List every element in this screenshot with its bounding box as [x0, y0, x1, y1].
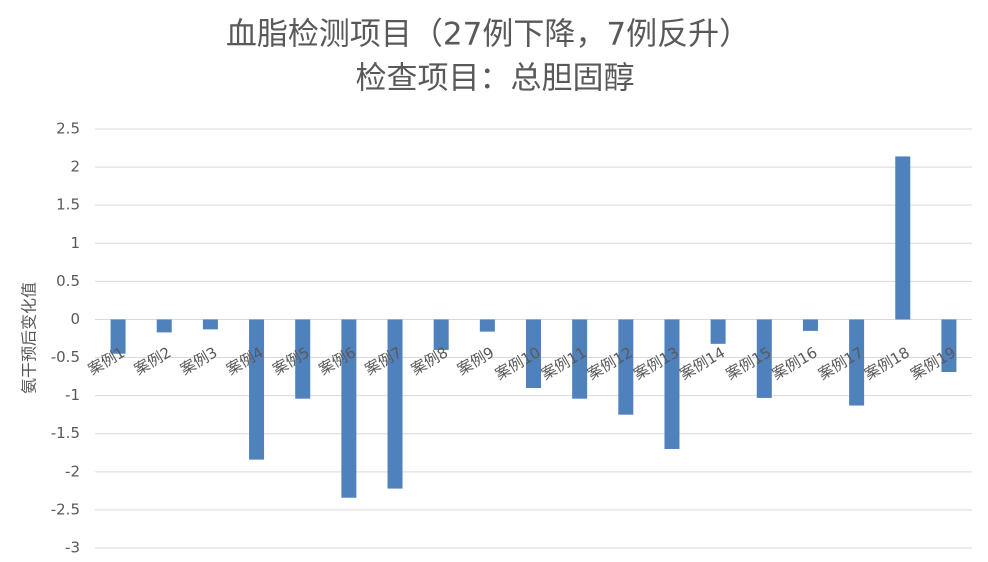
- x-tick-label: 案例3: [177, 343, 220, 378]
- y-tick-label: -2: [65, 462, 80, 480]
- x-tick-label: 案例16: [769, 343, 821, 383]
- bar: [295, 319, 311, 399]
- grid: -3 -2.5 -2 -1.5 -1 -0.5 0 0.5 1 1.5 2 2.5: [51, 120, 972, 557]
- y-tick-label: -1.5: [51, 424, 80, 442]
- bar: [202, 319, 218, 330]
- y-tick-label: 1.5: [56, 196, 80, 214]
- y-tick-label: 0.5: [56, 272, 80, 290]
- y-tick-label: -3: [65, 539, 80, 557]
- x-tick-label: 案例9: [454, 343, 497, 378]
- chart-subtitle: 检查项目：总胆固醇: [356, 61, 635, 97]
- y-tick-label: 0: [70, 310, 80, 328]
- y-tick-label: -1: [65, 386, 80, 404]
- y-tick-label: -2.5: [51, 500, 80, 518]
- bar: [710, 319, 726, 344]
- y-tick-label: 1: [70, 234, 80, 252]
- labels: 案例1 案例2 案例3 案例4 案例5 案例6 案例7 案例8 案例9案例10案例11案例12案…: [85, 343, 959, 383]
- bar: [618, 319, 634, 415]
- bar: [387, 319, 403, 489]
- x-tick-label: 案例8: [408, 343, 451, 378]
- x-tick-label: 案例1: [85, 343, 128, 378]
- bar: [156, 319, 172, 333]
- bar: [249, 319, 265, 460]
- bar: [756, 319, 772, 398]
- bar: [433, 319, 449, 350]
- bar: [479, 319, 495, 332]
- y-tick-label: 2.5: [56, 120, 80, 138]
- bar: [664, 319, 680, 449]
- bar: [526, 319, 541, 389]
- bar: [802, 319, 818, 331]
- bar: [572, 319, 588, 399]
- bar: [341, 319, 357, 498]
- bar: [110, 319, 126, 354]
- y-tick-label: -0.5: [51, 348, 80, 366]
- bar: [941, 319, 957, 373]
- bar: [849, 319, 865, 406]
- y-axis-label: 氨干预后变化值: [20, 282, 39, 394]
- x-tick-label: 案例18: [861, 343, 913, 383]
- x-tick-label: 案例2: [131, 343, 174, 378]
- bar: [895, 156, 911, 320]
- chart-title: 血脂检测项目（27例下降，7例反升）: [226, 17, 750, 53]
- bars: [110, 156, 957, 498]
- x-tick-label: 案例14: [677, 343, 729, 383]
- y-tick-label: 2: [70, 158, 80, 176]
